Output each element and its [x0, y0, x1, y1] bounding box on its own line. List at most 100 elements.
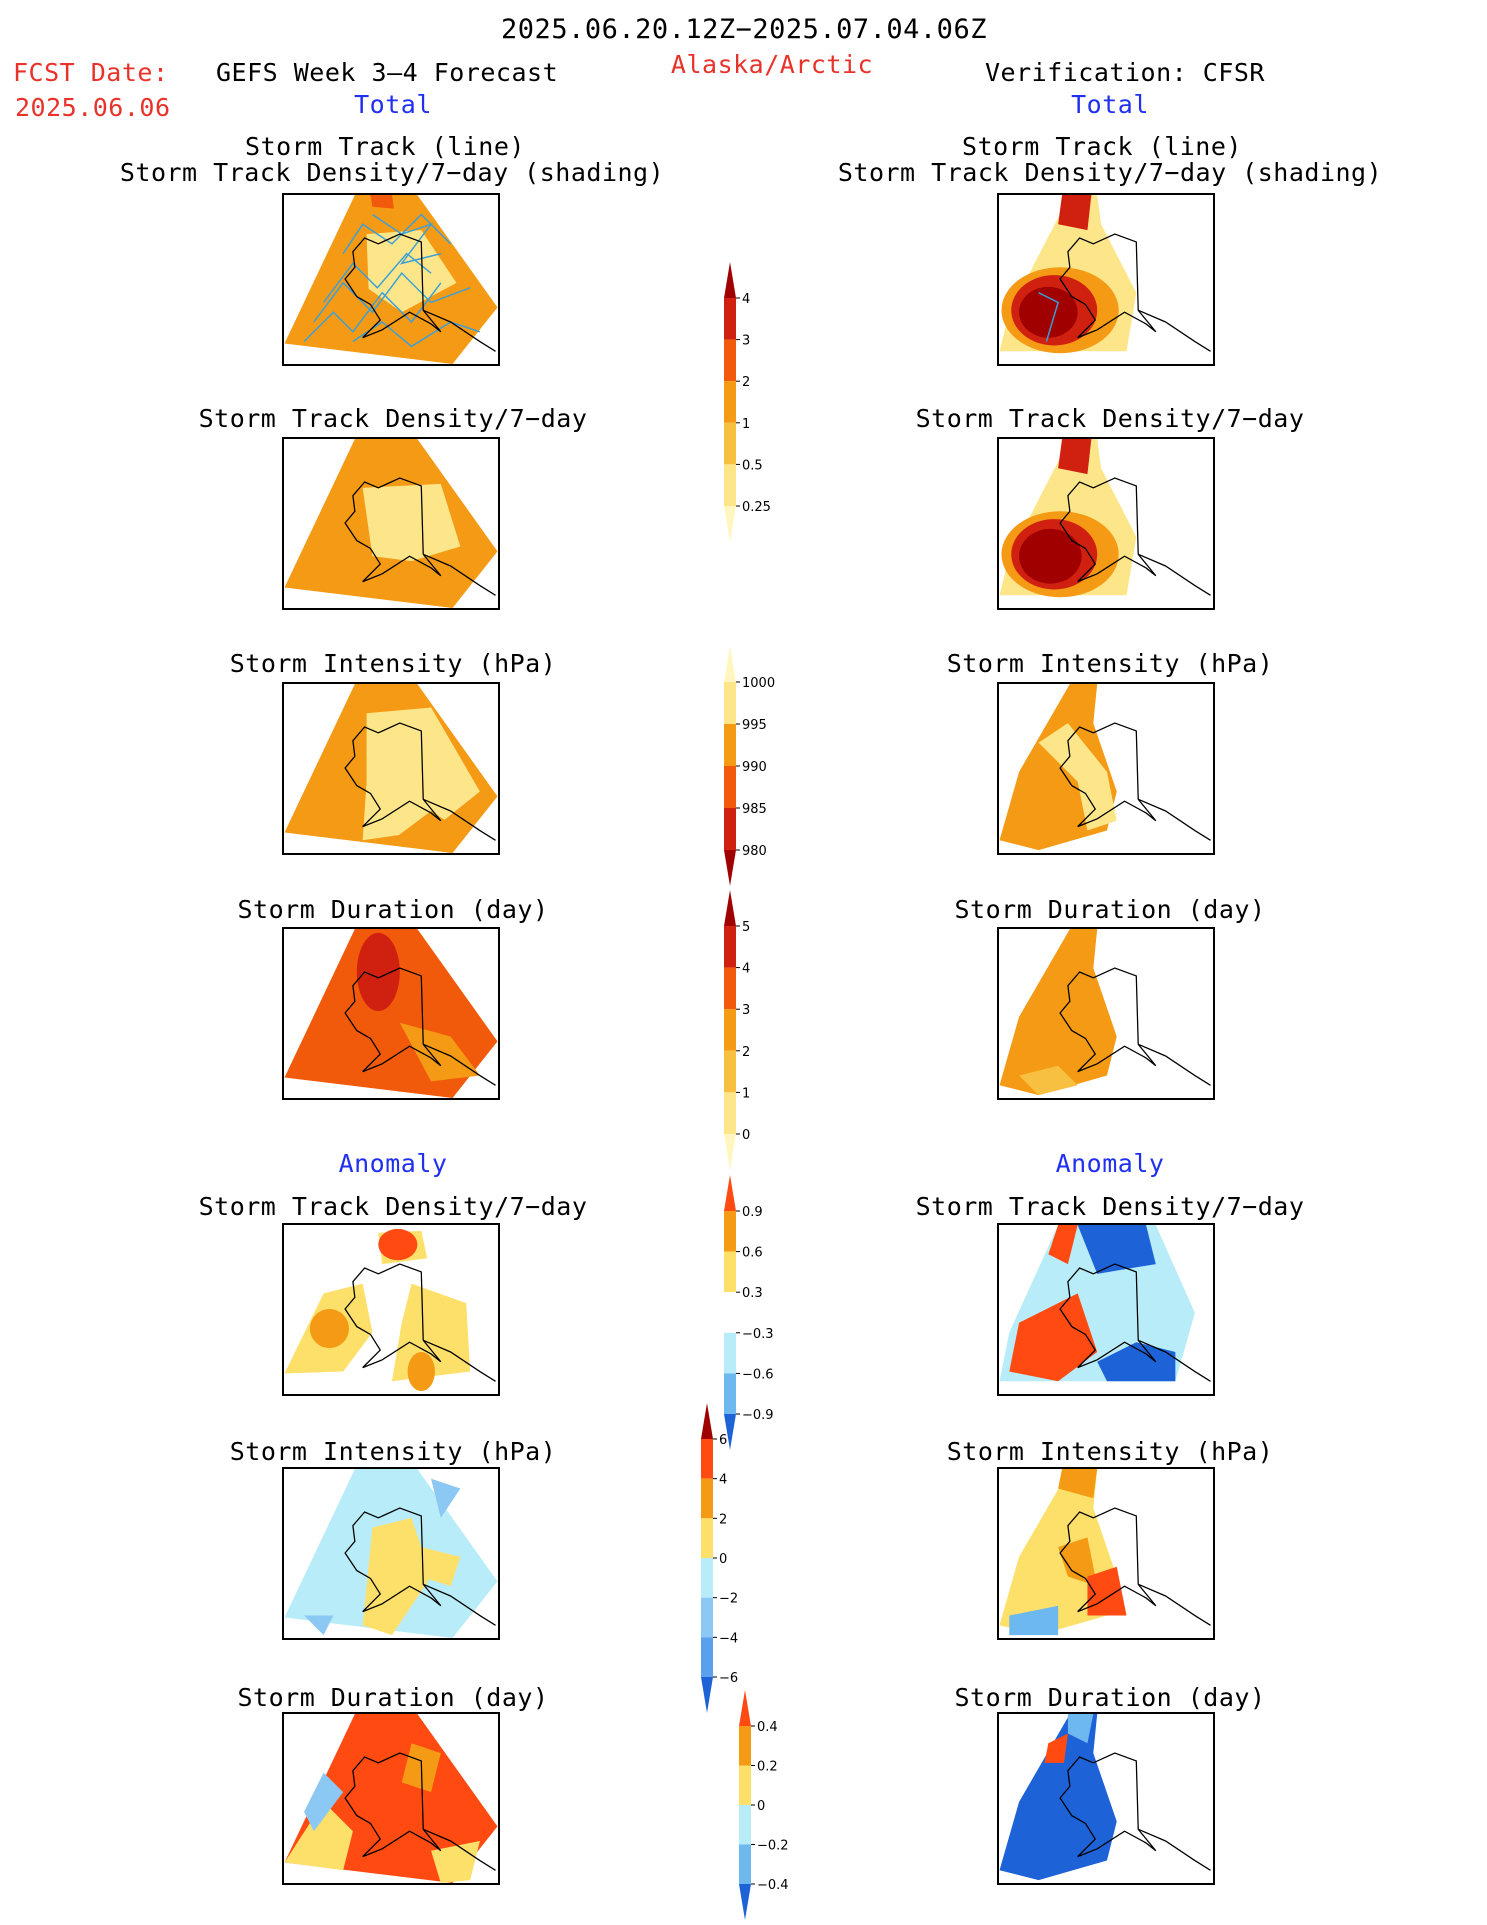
total_density-label-4: 0.5	[742, 458, 763, 473]
total_duration-label-4: 1	[742, 1086, 750, 1101]
map-fc-track	[282, 193, 500, 366]
anom_density-label-5: −0.9	[742, 1408, 774, 1423]
fcst-date-label: FCST Date:	[13, 58, 169, 87]
total_intensity-label-2: 990	[742, 760, 767, 775]
total_density-bottom-arrow	[724, 506, 736, 542]
anom_duration-label-4: −0.4	[757, 1878, 789, 1893]
verification-total-header: Total	[1071, 90, 1149, 119]
anom_duration-label-2: 0	[757, 1799, 765, 1814]
anom_density-label-0: 0.9	[742, 1205, 763, 1220]
total_duration-bottom-arrow	[724, 1134, 736, 1170]
title-fc-density: Storm Track Density/7−day	[198, 404, 588, 433]
anom_density-bottom-arrow	[724, 1414, 736, 1450]
colorbar-total-density: 4 3 2 1 0.5 0.25	[724, 262, 771, 542]
anom_density-label-3: −0.3	[742, 1327, 774, 1342]
title-ver-density: Storm Track Density/7−day	[915, 404, 1305, 433]
title-fc-duration: Storm Duration (day)	[237, 895, 549, 924]
map-fc-duration-svg	[284, 929, 498, 1098]
total_duration-label-1: 4	[742, 962, 750, 977]
total_density-segment-3	[724, 381, 736, 423]
map-ver-anom-density-svg	[999, 1225, 1211, 1382]
title-fc-anom-intensity: Storm Intensity (hPa)	[229, 1437, 557, 1466]
total_intensity-segment-1	[724, 682, 736, 724]
anom_duration-bottom-arrow	[739, 1884, 751, 1920]
total_intensity-segment-4	[724, 808, 736, 850]
map-ver-anom-density	[997, 1223, 1215, 1396]
anom_duration-label-1: 0.2	[757, 1760, 778, 1775]
anom_intensity-segment-2	[701, 1478, 713, 1519]
map-ver-intensity-svg	[999, 684, 1211, 851]
anom_intensity-segment-3	[701, 1518, 713, 1558]
map-ver-anom-intensity	[997, 1467, 1215, 1640]
anom_intensity-label-4: −2	[719, 1592, 738, 1607]
map-ver-density-svg	[999, 439, 1211, 598]
total_intensity-label-4: 980	[742, 844, 767, 859]
title-ver-intensity: Storm Intensity (hPa)	[946, 649, 1274, 678]
total_density-label-1: 3	[742, 334, 750, 349]
map-fc-anom-intensity-svg	[284, 1469, 498, 1638]
total_density-segment-4	[724, 422, 736, 465]
anom_intensity-label-0: 6	[719, 1433, 727, 1448]
anom_density-label-4: −0.6	[742, 1367, 774, 1382]
total_duration-segment-1	[724, 926, 736, 968]
map-fc-duration	[282, 927, 500, 1100]
map-fc-anom-intensity	[282, 1467, 500, 1640]
anom_duration-segment-2	[739, 1765, 751, 1805]
total_density-label-5: 0.25	[742, 500, 771, 515]
anom_intensity-segment-4	[701, 1558, 713, 1598]
total_density-label-2: 2	[742, 375, 750, 390]
title-ver-track-line: Storm Track (line)	[962, 132, 1242, 161]
total_intensity-bottom-arrow	[724, 850, 736, 886]
total_duration-label-5: 0	[742, 1128, 750, 1143]
title-ver-anom-intensity: Storm Intensity (hPa)	[946, 1437, 1274, 1466]
total_duration-segment-3	[724, 1009, 736, 1051]
anom_density-segment-4	[724, 1332, 736, 1374]
anom_intensity-label-6: −6	[719, 1671, 738, 1686]
forecast-title: GEFS Week 3–4 Forecast	[216, 58, 559, 87]
colorbar-anom-duration: 0.4 0.2 0 −0.2 −0.4	[739, 1690, 789, 1920]
map-ver-intensity	[997, 682, 1215, 855]
title-fc-intensity: Storm Intensity (hPa)	[229, 649, 557, 678]
map-ver-track-svg	[999, 195, 1211, 354]
map-fc-intensity-svg	[284, 684, 498, 853]
total_density-segment-5	[724, 464, 736, 506]
title-ver-anom-density: Storm Track Density/7−day	[915, 1192, 1305, 1221]
anom_intensity-label-3: 0	[719, 1552, 727, 1567]
anom_density-segment-1	[724, 1211, 736, 1252]
total_intensity-top-arrow	[724, 646, 736, 682]
anom_density-segment-3	[724, 1292, 736, 1333]
anom_intensity-bottom-arrow	[701, 1677, 713, 1713]
date-range: 2025.06.20.12Z−2025.07.04.06Z	[501, 14, 987, 45]
anom_duration-segment-1	[739, 1726, 751, 1766]
anom_intensity-label-2: 2	[719, 1512, 727, 1527]
total_density-label-3: 1	[742, 417, 750, 432]
anom_density-label-1: 0.6	[742, 1246, 763, 1261]
verification-title: Verification: CFSR	[985, 58, 1265, 87]
total_duration-segment-2	[724, 967, 736, 1010]
region-title: Alaska/Arctic	[670, 50, 874, 79]
map-fc-intensity	[282, 682, 500, 855]
total_density-label-0: 4	[742, 292, 750, 307]
total_duration-label-3: 2	[742, 1045, 750, 1060]
map-ver-anom-duration	[997, 1712, 1215, 1885]
map-fc-anom-density	[282, 1223, 500, 1396]
map-fc-anom-density-svg	[284, 1225, 498, 1394]
map-fc-anom-duration	[282, 1712, 500, 1885]
anom_duration-label-3: −0.2	[757, 1839, 789, 1854]
anom_intensity-segment-5	[701, 1597, 713, 1638]
total_density-top-arrow	[724, 262, 736, 298]
total_duration-label-2: 3	[742, 1003, 750, 1018]
total_duration-segment-5	[724, 1092, 736, 1134]
anom_density-top-arrow	[724, 1175, 736, 1211]
anom_duration-segment-3	[739, 1805, 751, 1845]
title-ver-track-shading: Storm Track Density/7−day (shading)	[837, 158, 1383, 187]
title-fc-anom-density: Storm Track Density/7−day	[198, 1192, 588, 1221]
colorbar-anom-density: 0.9 0.6 0.3 −0.3 −0.6 −0.9	[724, 1175, 774, 1450]
map-ver-anom-duration-svg	[999, 1714, 1211, 1881]
colorbar-total-intensity: 1000 995 990 985 980	[724, 646, 775, 886]
colorbar-anom-intensity: 6 4 2 0 −2 −4 −6	[701, 1403, 738, 1713]
anom_duration-segment-4	[739, 1844, 751, 1884]
total_density-segment-1	[724, 298, 736, 340]
total_intensity-label-1: 995	[742, 718, 767, 733]
total_density-segment-2	[724, 339, 736, 382]
